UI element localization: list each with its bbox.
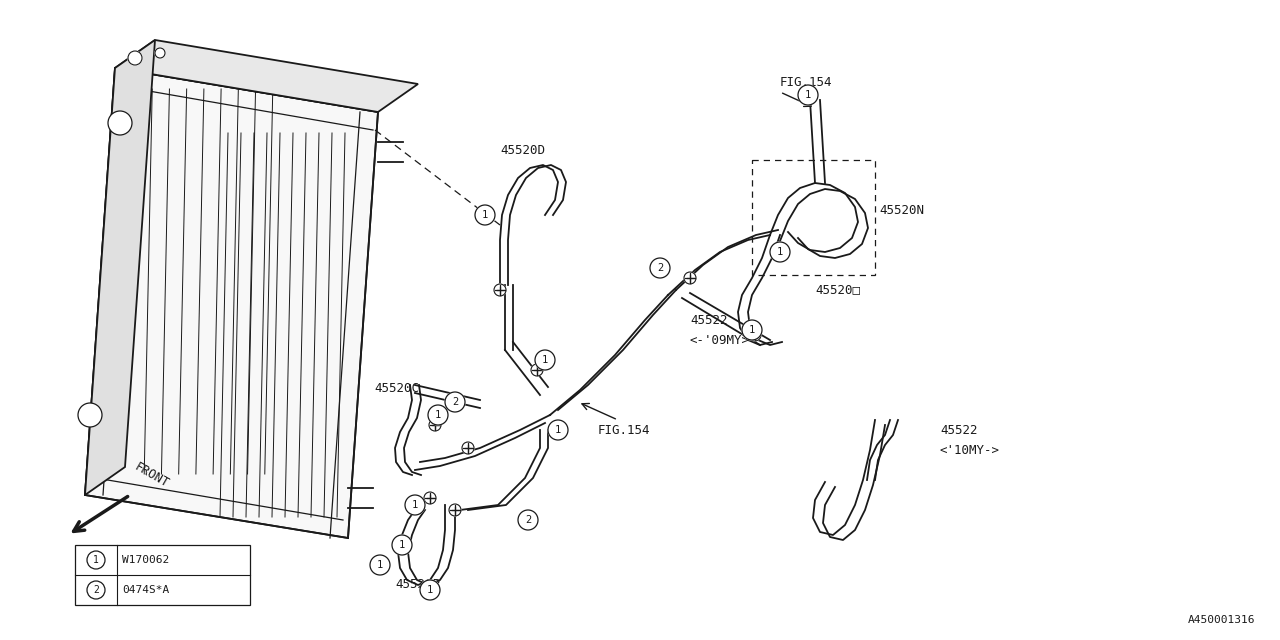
Text: 0474S*A: 0474S*A xyxy=(122,585,169,595)
Text: 45522: 45522 xyxy=(940,424,978,436)
Circle shape xyxy=(475,205,495,225)
Text: 1: 1 xyxy=(376,560,383,570)
Circle shape xyxy=(370,555,390,575)
Text: W170062: W170062 xyxy=(122,555,169,565)
Circle shape xyxy=(548,420,568,440)
Circle shape xyxy=(445,392,465,412)
Circle shape xyxy=(462,442,474,454)
Bar xyxy=(76,545,250,605)
Circle shape xyxy=(749,329,762,341)
Text: <-'09MY>: <-'09MY> xyxy=(690,333,750,346)
Text: 1: 1 xyxy=(805,90,812,100)
Circle shape xyxy=(128,51,142,65)
Circle shape xyxy=(518,510,538,530)
Text: 45520C: 45520C xyxy=(374,381,419,394)
Text: 45520□: 45520□ xyxy=(815,284,860,296)
Bar xyxy=(753,160,876,275)
Text: 45520D: 45520D xyxy=(500,143,545,157)
Text: 2: 2 xyxy=(525,515,531,525)
Circle shape xyxy=(684,272,696,284)
Text: 45522: 45522 xyxy=(690,314,727,326)
Circle shape xyxy=(108,111,132,135)
Circle shape xyxy=(429,419,442,431)
Circle shape xyxy=(87,581,105,599)
Polygon shape xyxy=(84,40,155,495)
Text: 1: 1 xyxy=(435,410,442,420)
Circle shape xyxy=(494,284,506,296)
Text: 1: 1 xyxy=(481,210,488,220)
Circle shape xyxy=(535,350,556,370)
Text: FIG.154: FIG.154 xyxy=(780,76,832,88)
Text: 1: 1 xyxy=(749,325,755,335)
Text: FRONT: FRONT xyxy=(132,460,172,490)
Text: 2: 2 xyxy=(452,397,458,407)
Text: 2: 2 xyxy=(657,263,663,273)
Circle shape xyxy=(87,551,105,569)
Text: 1: 1 xyxy=(93,555,99,565)
Circle shape xyxy=(424,492,436,504)
Circle shape xyxy=(428,405,448,425)
Text: 45520P: 45520P xyxy=(396,579,440,591)
Circle shape xyxy=(392,535,412,555)
Text: A450001316: A450001316 xyxy=(1188,615,1254,625)
Circle shape xyxy=(531,364,543,376)
Text: 1: 1 xyxy=(541,355,548,365)
Text: 1: 1 xyxy=(554,425,561,435)
Text: 1: 1 xyxy=(412,500,419,510)
Text: <'10MY->: <'10MY-> xyxy=(940,444,1000,456)
Circle shape xyxy=(449,504,461,516)
Text: 1: 1 xyxy=(426,585,433,595)
Circle shape xyxy=(797,85,818,105)
Text: 1: 1 xyxy=(399,540,406,550)
Circle shape xyxy=(78,403,102,427)
Circle shape xyxy=(650,258,669,278)
Polygon shape xyxy=(115,40,419,112)
Text: 2: 2 xyxy=(93,585,99,595)
Text: FIG.154: FIG.154 xyxy=(598,424,650,436)
Circle shape xyxy=(155,48,165,58)
Text: 45520N: 45520N xyxy=(879,204,924,216)
Circle shape xyxy=(404,495,425,515)
Polygon shape xyxy=(84,68,378,538)
Circle shape xyxy=(742,320,762,340)
Text: 1: 1 xyxy=(777,247,783,257)
Circle shape xyxy=(771,242,790,262)
Circle shape xyxy=(420,580,440,600)
